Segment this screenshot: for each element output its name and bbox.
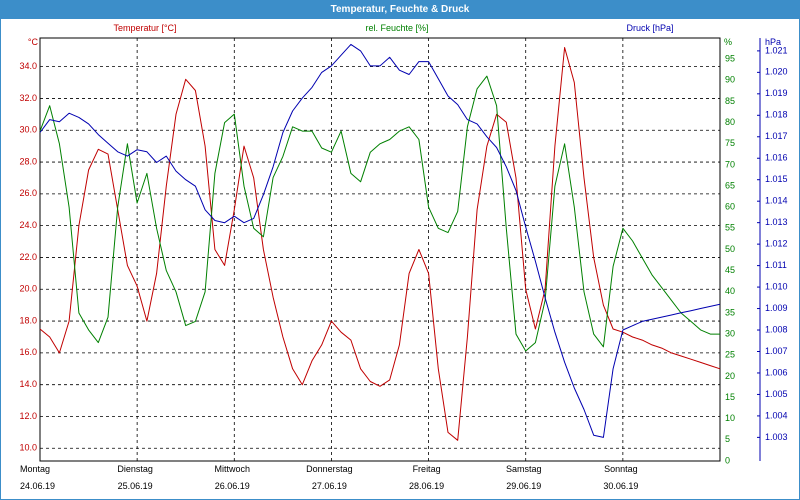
pressure-tick-label: 1.019: [765, 88, 788, 98]
x-day-date: 28.06.19: [409, 481, 444, 491]
pressure-tick-label: 1.013: [765, 217, 788, 227]
title-bar: [1, 1, 799, 19]
x-day-date: 30.06.19: [603, 481, 638, 491]
temperature-tick-label: 28.0: [19, 156, 37, 166]
humidity-tick-label: 80: [725, 117, 735, 127]
pressure-tick-label: 1.014: [765, 196, 788, 206]
x-day-name: Montag: [20, 464, 50, 474]
x-day-name: Sonntag: [604, 464, 638, 474]
temperature-tick-label: 14.0: [19, 379, 37, 389]
humidity-tick-label: 30: [725, 328, 735, 338]
x-day-name: Mittwoch: [215, 464, 251, 474]
humidity-tick-label: 45: [725, 265, 735, 275]
pressure-unit-label: hPa: [765, 37, 781, 47]
humidity-unit-label: %: [724, 37, 732, 47]
temperature-tick-label: 24.0: [19, 220, 37, 230]
temperature-tick-label: 12.0: [19, 411, 37, 421]
x-day-date: 27.06.19: [312, 481, 347, 491]
axis-labels: 34.0 32.0 30.0 28.0 26.0 24.0 22.0 20.0 18.0 16.0…: [19, 23, 787, 491]
humidity-tick-label: 60: [725, 202, 735, 212]
temperature-axis-title: Temperatur [°C]: [113, 23, 176, 33]
humidity-tick-label: 55: [725, 223, 735, 233]
series-line-temperature: [39, 47, 721, 441]
pressure-tick-label: 1.016: [765, 153, 788, 163]
pressure-tick-label: 1.011: [765, 260, 787, 270]
temperature-tick-label: 30.0: [19, 125, 37, 135]
temperature-tick-label: 20.0: [19, 284, 37, 294]
pressure-tick-label: 1.018: [765, 110, 788, 120]
pressure-tick-label: 1.008: [765, 324, 788, 334]
humidity-axis-title: rel. Feuchte [%]: [365, 23, 428, 33]
pressure-tick-label: 1.009: [765, 303, 788, 313]
pressure-tick-label: 1.021: [765, 45, 788, 55]
humidity-tick-label: 40: [725, 286, 735, 296]
axes: [757, 38, 761, 461]
series-lines: [39, 43, 721, 441]
humidity-tick-label: 95: [725, 54, 735, 64]
temperature-tick-label: 16.0: [19, 347, 37, 357]
temperature-unit-label: °C: [28, 37, 39, 47]
humidity-tick-label: 0: [725, 455, 730, 465]
temperature-tick-label: 26.0: [19, 188, 37, 198]
humidity-tick-label: 70: [725, 159, 735, 169]
temperature-tick-label: 10.0: [19, 443, 37, 453]
humidity-tick-label: 85: [725, 96, 735, 106]
x-day-date: 24.06.19: [20, 481, 55, 491]
temperature-tick-label: 22.0: [19, 252, 37, 262]
pressure-tick-label: 1.017: [765, 131, 788, 141]
series-line-humidity: [39, 75, 720, 352]
x-day-name: Dienstag: [117, 464, 153, 474]
pressure-tick-label: 1.006: [765, 367, 788, 377]
humidity-tick-label: 15: [725, 392, 735, 402]
x-day-date: 26.06.19: [215, 481, 250, 491]
humidity-tick-label: 20: [725, 371, 735, 381]
grid-lines: [39, 37, 721, 462]
humidity-tick-label: 75: [725, 138, 735, 148]
humidity-tick-label: 50: [725, 244, 735, 254]
x-day-name: Donnerstag: [306, 464, 353, 474]
humidity-tick-label: 90: [725, 75, 735, 85]
pressure-axis-title: Druck [hPa]: [626, 23, 673, 33]
temperature-tick-label: 18.0: [19, 315, 37, 325]
pressure-tick-label: 1.010: [765, 281, 788, 291]
humidity-tick-label: 25: [725, 350, 735, 360]
temperature-tick-label: 34.0: [19, 61, 37, 71]
series-line-pressure: [39, 43, 721, 438]
humidity-tick-label: 35: [725, 307, 735, 317]
pressure-tick-label: 1.020: [765, 67, 788, 77]
humidity-tick-label: 5: [725, 434, 730, 444]
x-day-name: Freitag: [413, 464, 441, 474]
x-day-date: 29.06.19: [506, 481, 541, 491]
pressure-tick-label: 1.004: [765, 410, 788, 420]
plot-border: [39, 37, 721, 462]
temperature-tick-label: 32.0: [19, 93, 37, 103]
pressure-tick-label: 1.015: [765, 174, 788, 184]
humidity-tick-label: 65: [725, 180, 735, 190]
pressure-tick-label: 1.005: [765, 389, 788, 399]
pressure-tick-label: 1.003: [765, 432, 788, 442]
pressure-tick-label: 1.007: [765, 346, 788, 356]
pressure-tick-label: 1.012: [765, 239, 788, 249]
x-day-date: 25.06.19: [118, 481, 153, 491]
humidity-tick-label: 10: [725, 413, 735, 423]
x-day-name: Samstag: [506, 464, 542, 474]
chart-title: Temperatur, Feuchte & Druck: [330, 4, 470, 15]
